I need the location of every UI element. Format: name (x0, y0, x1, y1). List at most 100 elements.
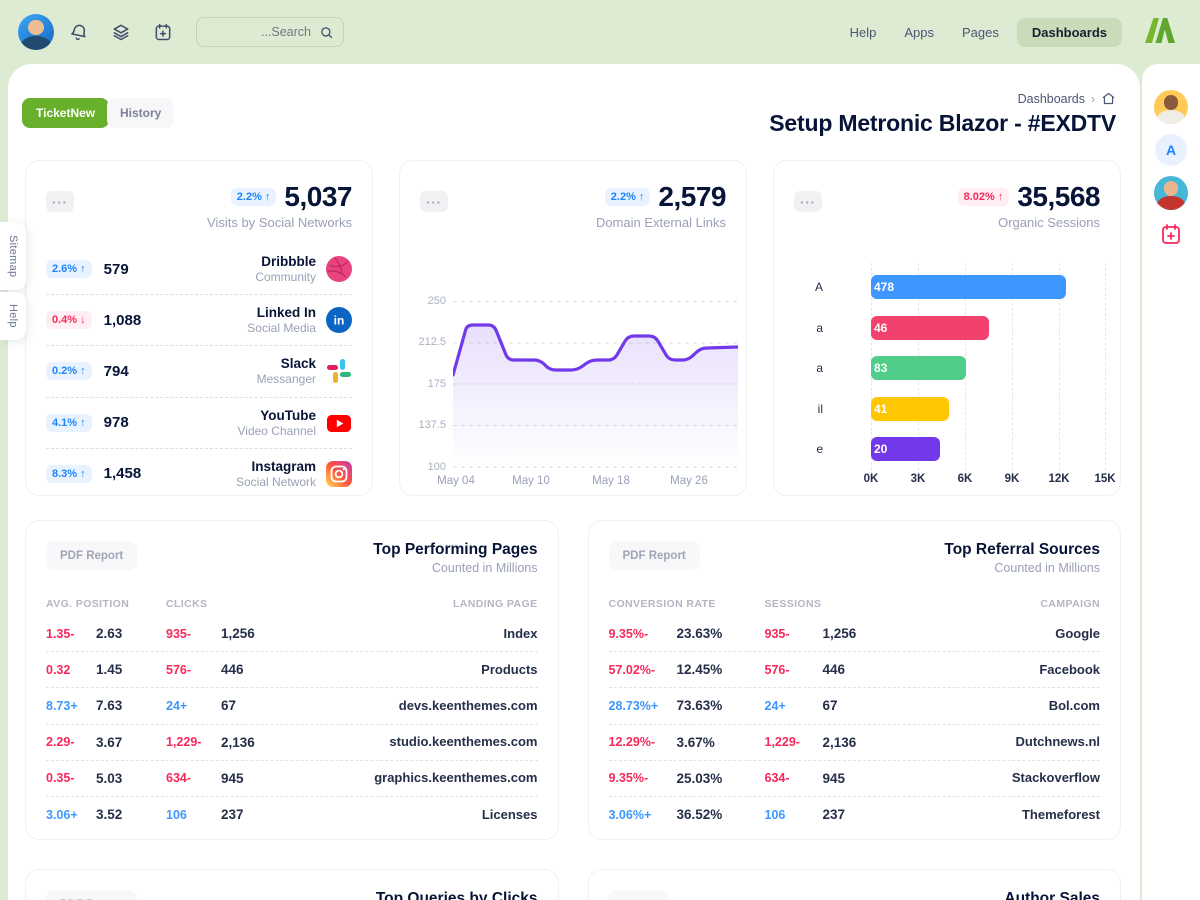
bar[interactable]: 46 (871, 315, 989, 340)
notification-bell-button[interactable] (62, 15, 96, 49)
history-button[interactable]: History (107, 98, 175, 128)
delta-value: 576- (764, 662, 790, 677)
help-tab-label: Help (7, 304, 19, 328)
bar[interactable]: 20 (871, 437, 941, 462)
initial-letter: A (1165, 142, 1177, 158)
network-name[interactable]: Instagram (251, 458, 316, 474)
social-row: 2.6% ↑ 579 Dribbble Community (46, 244, 352, 296)
cell-value: 67 (221, 698, 237, 714)
campaign-name[interactable]: Google (1055, 625, 1100, 641)
pdf-report-button[interactable] (608, 890, 669, 900)
cell-value: 446 (221, 662, 244, 678)
table-row: 0.32 1.45 576- 446 Products (46, 652, 538, 689)
campaign-name[interactable]: Themeforest (1021, 806, 1100, 822)
cell-value: 2.63 (96, 626, 123, 642)
landing-page[interactable]: Products (481, 661, 538, 677)
bar[interactable]: 41 (871, 396, 950, 421)
delta-value: 9.35%- (608, 626, 649, 641)
rail-initial-badge[interactable]: A (1155, 134, 1187, 166)
pdf-report-button[interactable]: PDF Report (608, 541, 700, 570)
landing-page[interactable]: Index (503, 625, 538, 641)
delta-value: 106 (764, 807, 786, 822)
nav-help[interactable]: Help (849, 24, 877, 40)
home-icon[interactable] (1101, 91, 1116, 106)
campaign-name[interactable]: Facebook (1039, 661, 1100, 677)
pdf-report-button[interactable]: PDF Report (46, 890, 138, 900)
trend-badge: 2.2% ↑ (230, 188, 277, 206)
network-description: Community (255, 270, 316, 285)
bar-plot-area: 478 46 83 41 20 (871, 263, 1106, 475)
rail-avatar-2[interactable] (1154, 176, 1188, 210)
cell-value: 3.67% (676, 734, 715, 750)
nav-pages[interactable]: Pages (961, 24, 999, 40)
calendar-add-icon (1162, 224, 1180, 244)
delta-value: 9.35%- (608, 771, 649, 786)
sitemap-side-tab[interactable]: Sitemap (0, 222, 26, 290)
cell-value: 5.03 (96, 770, 123, 786)
rail-calendar-add-button[interactable] (1159, 222, 1183, 251)
bar-value: 20 (874, 442, 888, 457)
network-name[interactable]: YouTube (260, 407, 316, 423)
bar[interactable]: 478 (871, 275, 1067, 300)
pdf-report-button[interactable]: PDF Report (46, 541, 138, 570)
brand-logo[interactable] (1144, 16, 1178, 49)
network-name[interactable]: Dribbble (261, 254, 316, 270)
search-input[interactable] (206, 24, 313, 40)
cell-value: 945 (822, 770, 846, 786)
nav-dashboards[interactable]: Dashboards (1016, 17, 1122, 47)
avatar-head (28, 19, 44, 35)
tables-row: PDF Report Top Performing Pages Counted … (25, 520, 1121, 840)
landing-page[interactable]: devs.keenthemes.com (398, 697, 538, 713)
campaign-name[interactable]: Dutchnews.nl (1015, 734, 1100, 750)
card-top-queries-by-clicks: PDF Report Top Queries by Clicks (25, 869, 559, 900)
table-row: 8.73+ 7.63 24+ 67 devs.keenthemes.com (46, 688, 538, 725)
bar-row: 46 (871, 308, 1106, 349)
visits-value: 1,458 (103, 465, 142, 483)
bottom-row: PDF Report Top Queries by Clicks Author … (25, 869, 1121, 900)
help-side-tab[interactable]: Help (0, 292, 26, 340)
right-rail: A (1142, 64, 1200, 900)
column-header: CLICKS (166, 598, 208, 610)
card-menu-button[interactable] (420, 191, 448, 212)
table-row: 2.29- 3.67 1,229- 2,136 studio.keenthemes.co… (46, 725, 538, 761)
card-menu-button[interactable] (46, 191, 74, 212)
main-panel: TicketNew History Dashboards › Setup Met… (8, 64, 1140, 900)
layers-button[interactable] (104, 15, 138, 49)
bar-category: a (816, 320, 823, 335)
network-name[interactable]: Linked In (256, 305, 316, 321)
line-series (453, 323, 738, 377)
table-row: 3.06%+ 36.52% 106 237 Themeforest (609, 797, 1101, 832)
bar[interactable]: 83 (871, 356, 967, 381)
trend-badge: 4.1% ↑ (46, 413, 92, 432)
user-avatar[interactable] (18, 14, 54, 50)
landing-page[interactable]: studio.keenthemes.com (389, 734, 538, 750)
ticketnew-button[interactable]: TicketNew (22, 98, 110, 128)
network-name[interactable]: Slack (280, 356, 316, 372)
card-menu-button[interactable] (794, 191, 822, 212)
x-tick: May 18 (592, 475, 630, 487)
x-tick: 15K (1094, 473, 1116, 485)
cell-value: 25.03% (676, 770, 723, 786)
bar-value: 46 (874, 320, 888, 335)
nav-apps[interactable]: Apps (904, 24, 934, 40)
landing-page[interactable]: graphics.keenthemes.com (374, 770, 538, 786)
campaign-name[interactable]: Stackoverflow (1011, 770, 1100, 786)
social-row: 0.4% ↓ 1,088 Linked In Social Media in (46, 295, 352, 347)
card-stat: 2.2% ↑ 2,579 Domain External Links (596, 181, 727, 230)
rail-avatar-1[interactable] (1154, 90, 1188, 124)
breadcrumb-item[interactable]: Dashboards (1017, 91, 1085, 106)
landing-page[interactable]: Licenses (481, 806, 538, 822)
stat-value: 35,568 (1017, 181, 1100, 212)
y-tick: 137.5 (418, 419, 446, 431)
calendar-add-button[interactable] (146, 15, 180, 49)
bar-row: 478 (871, 267, 1106, 308)
campaign-name[interactable]: Bol.com (1048, 697, 1100, 713)
avatar-body (20, 35, 52, 50)
bar-row: 41 (871, 389, 1106, 430)
social-row: 4.1% ↑ 978 YouTube Video Channel (46, 398, 352, 449)
delta-value: 106 (166, 807, 187, 822)
trend-badge: 8.3% ↑ (46, 464, 92, 483)
breadcrumb-separator: › (1091, 91, 1095, 106)
column-header: AVG. POSITION (46, 598, 130, 610)
